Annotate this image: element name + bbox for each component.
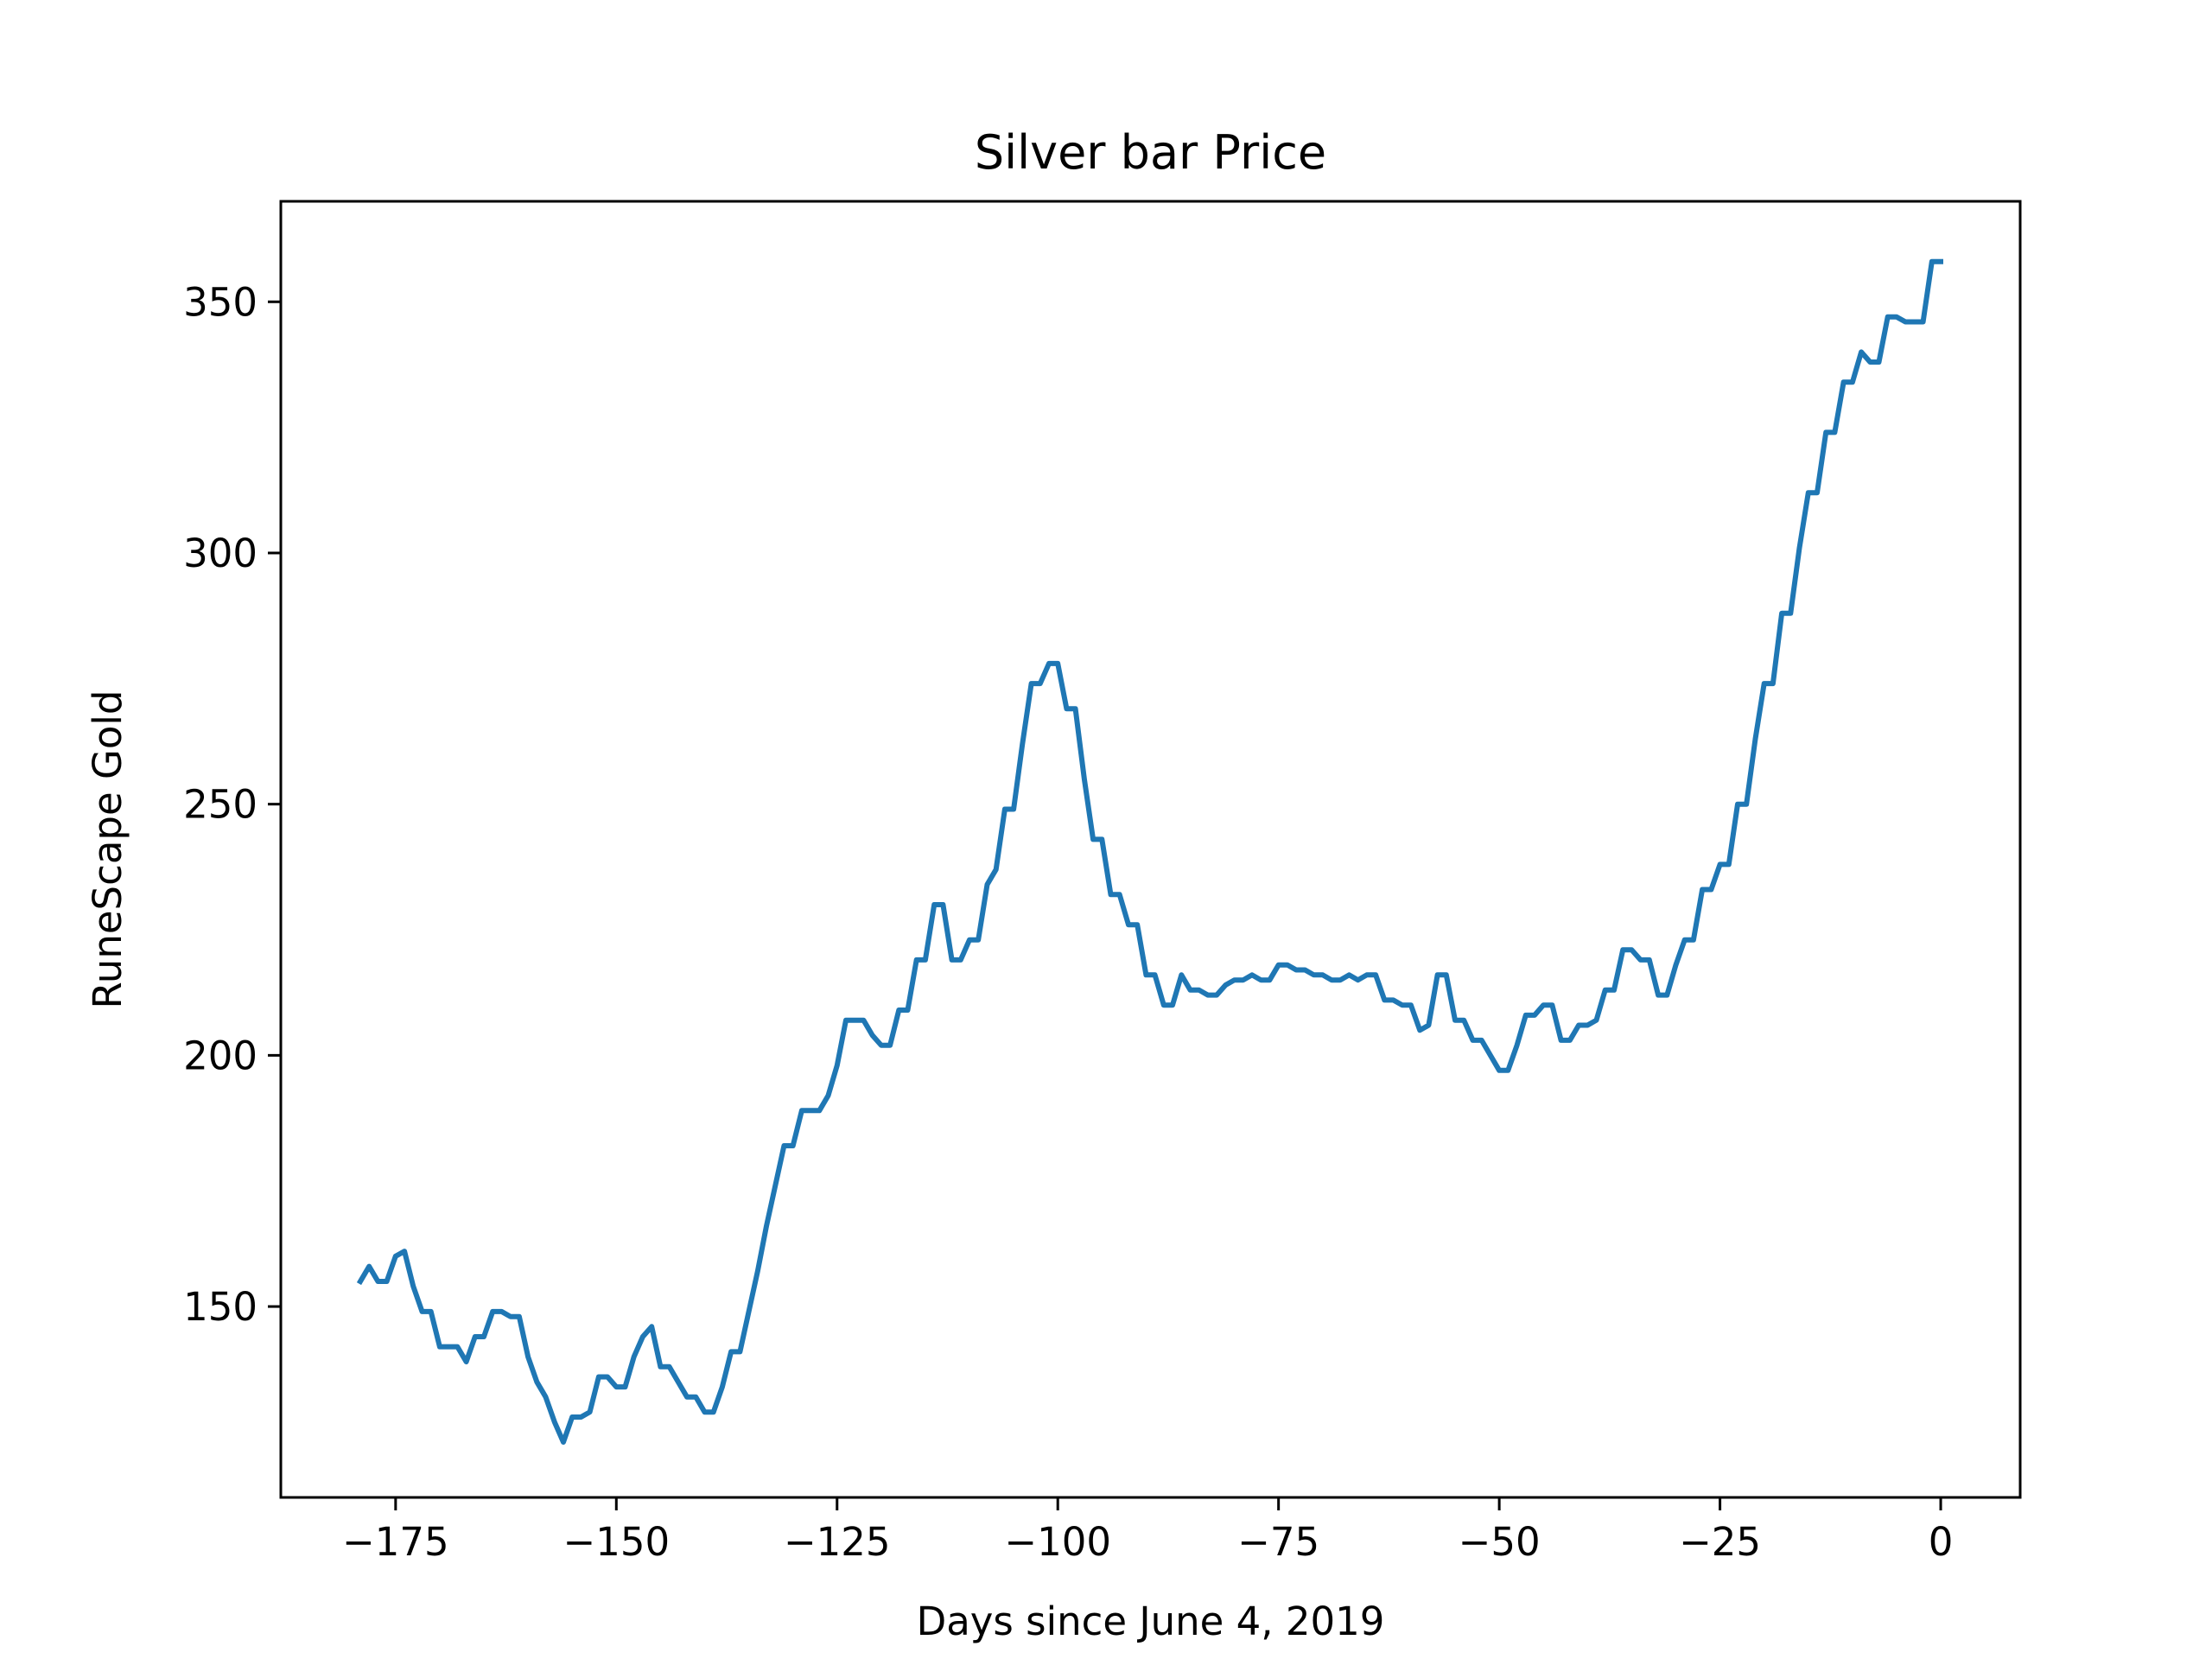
x-tick-label: 0 bbox=[1929, 1519, 1954, 1565]
x-tick-label: −75 bbox=[1237, 1519, 1319, 1565]
x-tick-label: −25 bbox=[1679, 1519, 1761, 1565]
y-tick-label: 250 bbox=[183, 782, 257, 828]
chart-title: Silver bar Price bbox=[975, 125, 1326, 180]
plot-area bbox=[279, 200, 2022, 1499]
x-tick-label: −125 bbox=[784, 1519, 891, 1565]
y-axis-label: RuneScape Gold bbox=[85, 690, 130, 1009]
x-axis-label: Days since June 4, 2019 bbox=[917, 1599, 1385, 1644]
x-axis: −175 −150 −125 −100 −75 −50 −25 0 bbox=[342, 1497, 1953, 1565]
x-tick-label: −50 bbox=[1459, 1519, 1541, 1565]
x-tick-label: −150 bbox=[563, 1519, 670, 1565]
axes-frame bbox=[279, 200, 2022, 1499]
x-tick-label: −100 bbox=[1004, 1519, 1111, 1565]
x-tick-label: −175 bbox=[342, 1519, 449, 1565]
y-tick-label: 350 bbox=[183, 279, 257, 325]
y-tick-label: 300 bbox=[183, 531, 257, 576]
y-axis: 150 200 250 300 350 bbox=[183, 279, 281, 1330]
series-line-0 bbox=[356, 258, 1943, 1445]
y-tick-label: 200 bbox=[183, 1033, 257, 1078]
y-tick-label: 150 bbox=[183, 1284, 257, 1330]
